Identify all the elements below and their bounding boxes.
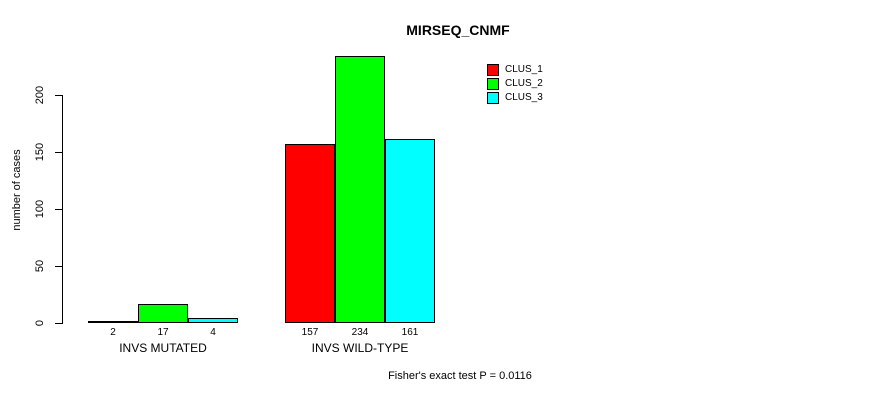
bar-value-label: 17 (157, 327, 169, 338)
bar-value-label: 4 (210, 327, 216, 338)
y-axis-tick-label: 200 (34, 85, 46, 105)
legend-label: CLUS_1 (505, 64, 543, 75)
legend-item-clus-1: CLUS_1 (487, 63, 543, 77)
y-axis-tick (55, 95, 62, 96)
y-axis-tick-label: 0 (34, 319, 46, 327)
legend: CLUS_1 CLUS_2 CLUS_3 (487, 63, 543, 105)
bar-clus_1-wild-type (285, 144, 335, 323)
legend-item-clus-3: CLUS_3 (487, 91, 543, 105)
bar-value-label: 2 (110, 327, 116, 338)
bar-clus_2-mutated (138, 304, 188, 323)
y-axis-tick-label: 50 (34, 259, 46, 273)
y-axis-tick-label: 150 (34, 142, 46, 162)
y-axis-tick (55, 209, 62, 210)
legend-swatch-clus-3 (487, 92, 499, 104)
stat-test-caption: Fisher's exact test P = 0.0116 (388, 370, 532, 382)
legend-swatch-clus-1 (487, 64, 499, 76)
bar-value-label: 161 (401, 327, 419, 338)
group-label: INVS WILD-TYPE (311, 341, 409, 355)
y-axis-tick-label: 100 (34, 199, 46, 219)
legend-swatch-clus-2 (487, 78, 499, 90)
legend-label: CLUS_2 (505, 78, 543, 89)
y-axis-tick (55, 152, 62, 153)
y-axis-tick (55, 266, 62, 267)
bar-value-label: 234 (351, 327, 369, 338)
y-axis-tick (55, 323, 62, 324)
group-label: INVS MUTATED (119, 341, 207, 355)
chart-title: MIRSEQ_CNMF (406, 22, 510, 38)
bar-value-label: 157 (301, 327, 319, 338)
bar-clus_2-wild-type (335, 56, 385, 323)
bar-clus_3-mutated (188, 318, 238, 323)
bar-clus_1-mutated (88, 321, 138, 323)
y-axis-line (62, 95, 63, 324)
legend-label: CLUS_3 (505, 92, 543, 103)
legend-item-clus-2: CLUS_2 (487, 77, 543, 91)
y-axis-title: number of cases (11, 149, 23, 231)
bar-clus_3-wild-type (385, 139, 435, 323)
